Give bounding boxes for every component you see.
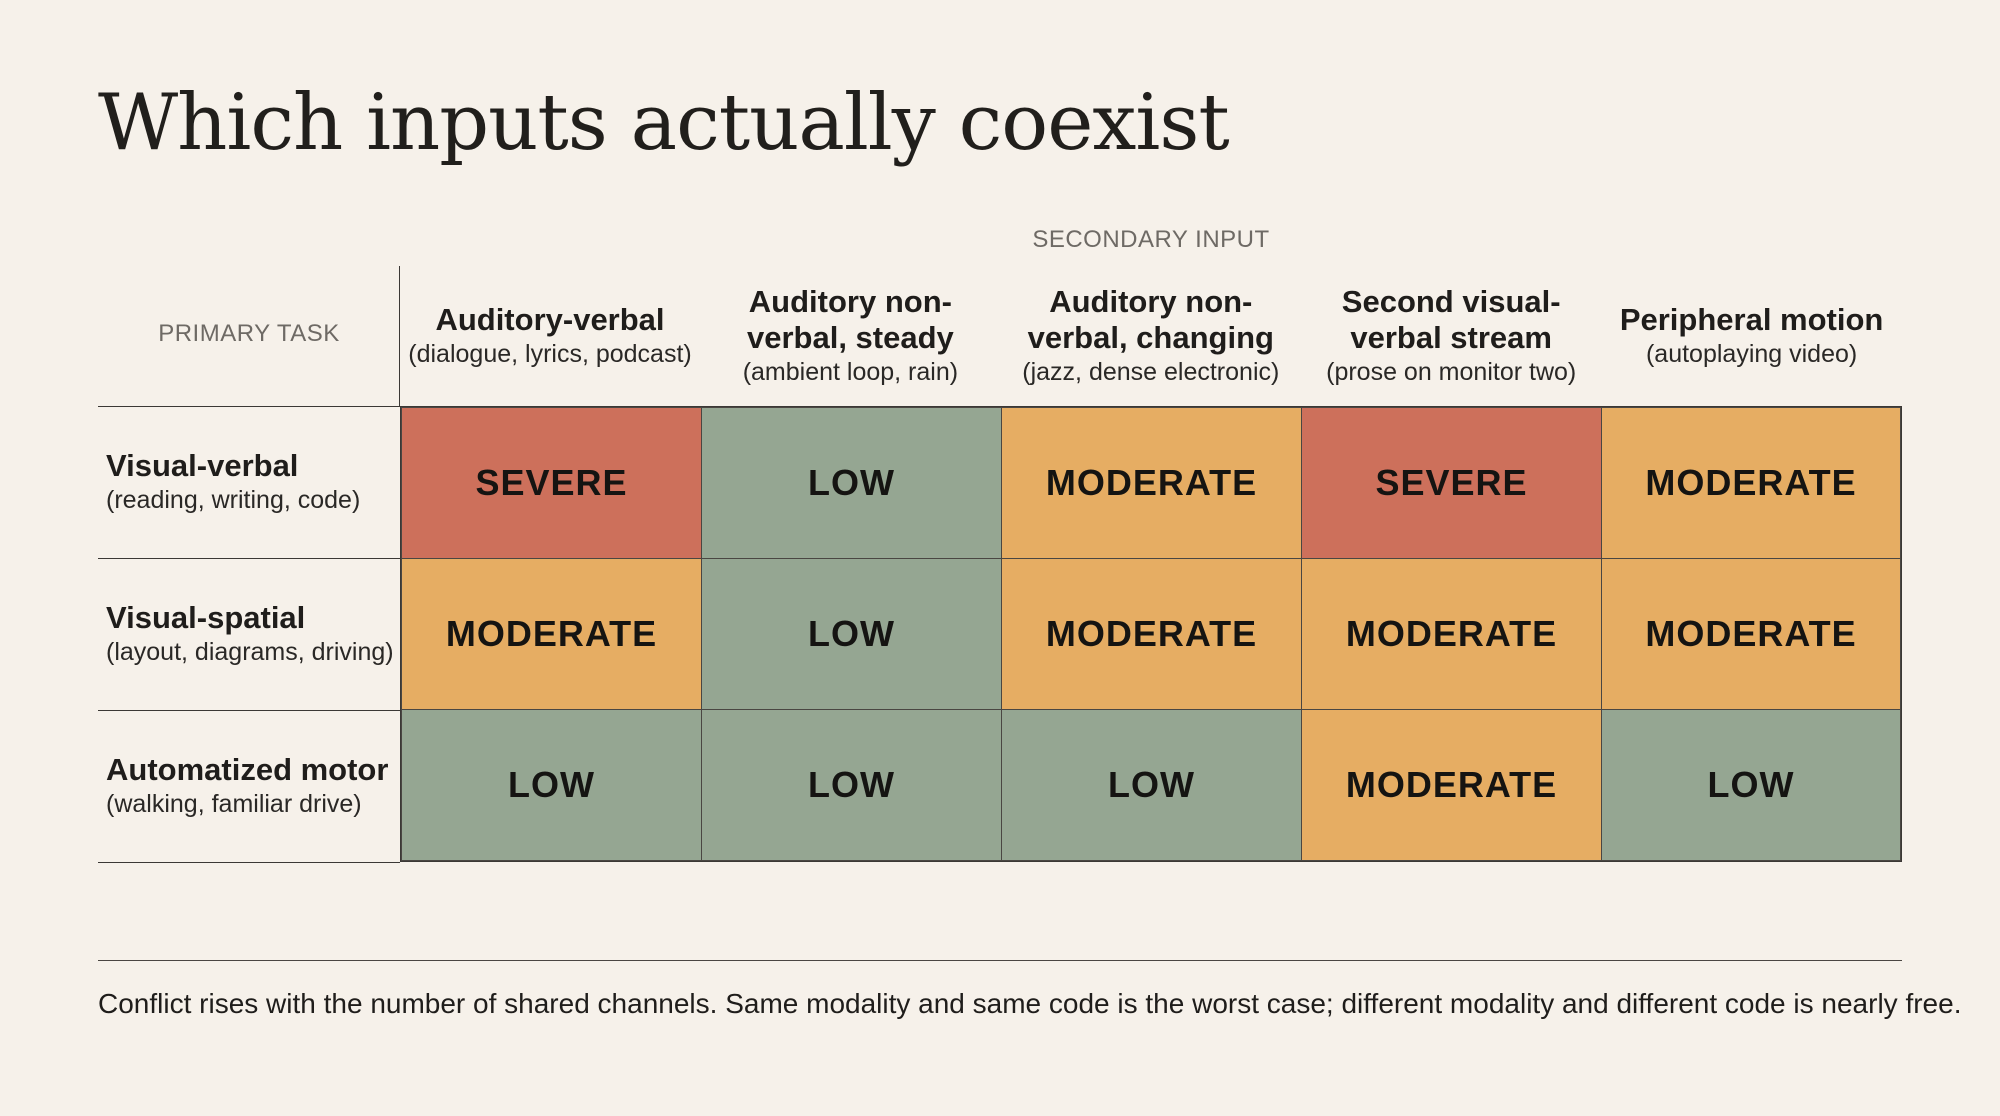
column-header-title: Auditory non- verbal, changing: [1027, 284, 1274, 355]
row-header-subtitle: (reading, writing, code): [106, 486, 361, 514]
column-header-title: Second visual- verbal stream: [1341, 284, 1561, 355]
row-header-subtitle: (layout, diagrams, driving): [106, 638, 394, 666]
column-header: Auditory non- verbal, steady (ambient loo…: [700, 266, 1000, 406]
column-header-subtitle: (dialogue, lyrics, podcast): [408, 340, 692, 368]
matrix-cell-moderate: MODERATE: [1001, 407, 1302, 559]
column-header-title: Auditory non- verbal, steady: [746, 284, 954, 355]
column-header: Auditory-verbal (dialogue, lyrics, podcas…: [400, 266, 700, 406]
footnote: Conflict rises with the number of shared…: [98, 988, 1962, 1019]
row-header: Visual-spatial (layout, diagrams, driving…: [98, 558, 398, 710]
row-header-title: Visual-spatial: [106, 600, 306, 635]
column-header-title: Peripheral motion: [1619, 302, 1884, 337]
matrix-cell-low: LOW: [401, 709, 702, 861]
matrix-cell-low: LOW: [1601, 709, 1901, 861]
header-divider-horizontal: [98, 406, 400, 407]
interference-matrix: SEVERE LOW MODERATE SEVERE MODERATE MODERATE L…: [400, 406, 1902, 862]
row-divider: [98, 710, 400, 711]
column-header-subtitle: (autoplaying video): [1645, 340, 1858, 368]
matrix-cell-moderate: MODERATE: [401, 558, 702, 710]
row-header-subtitle: (walking, familiar drive): [106, 790, 362, 818]
secondary-input-axis-label: SECONDARY INPUT: [1032, 226, 1270, 253]
page-title: Which inputs actually coexist: [98, 78, 1230, 168]
row-header-title: Visual-verbal: [106, 448, 299, 483]
column-header-subtitle: (jazz, dense electronic): [1022, 358, 1280, 386]
footnote-divider: [98, 960, 1902, 961]
matrix-cell-severe: SEVERE: [401, 407, 702, 559]
column-header-subtitle: (ambient loop, rain): [742, 358, 959, 386]
column-header: Auditory non- verbal, changing (jazz, den…: [1001, 266, 1301, 406]
row-header: Visual-verbal (reading, writing, code): [98, 406, 398, 558]
row-header-title: Automatized motor: [106, 752, 389, 787]
matrix-cell-low: LOW: [701, 709, 1002, 861]
matrix-cell-severe: SEVERE: [1301, 407, 1602, 559]
matrix-cell-moderate: MODERATE: [1601, 558, 1901, 710]
row-divider: [98, 862, 400, 863]
matrix-cell-low: LOW: [701, 558, 1002, 710]
column-header-subtitle: (prose on monitor two): [1326, 358, 1577, 386]
matrix-cell-moderate: MODERATE: [1301, 558, 1602, 710]
column-header-title: Auditory-verbal: [435, 302, 665, 337]
matrix-cell-moderate: MODERATE: [1001, 558, 1302, 710]
primary-task-axis-label: PRIMARY TASK: [158, 320, 340, 347]
matrix-cell-low: LOW: [1001, 709, 1302, 861]
matrix-cell-moderate: MODERATE: [1601, 407, 1901, 559]
matrix-cell-moderate: MODERATE: [1301, 709, 1602, 861]
row-header: Automatized motor (walking, familiar driv…: [98, 710, 398, 862]
column-header: Second visual- verbal stream (prose on mo…: [1301, 266, 1601, 406]
row-divider: [98, 558, 400, 559]
column-header: Peripheral motion (autoplaying video): [1602, 266, 1902, 406]
matrix-cell-low: LOW: [701, 407, 1002, 559]
header-divider-vertical: [399, 266, 400, 407]
